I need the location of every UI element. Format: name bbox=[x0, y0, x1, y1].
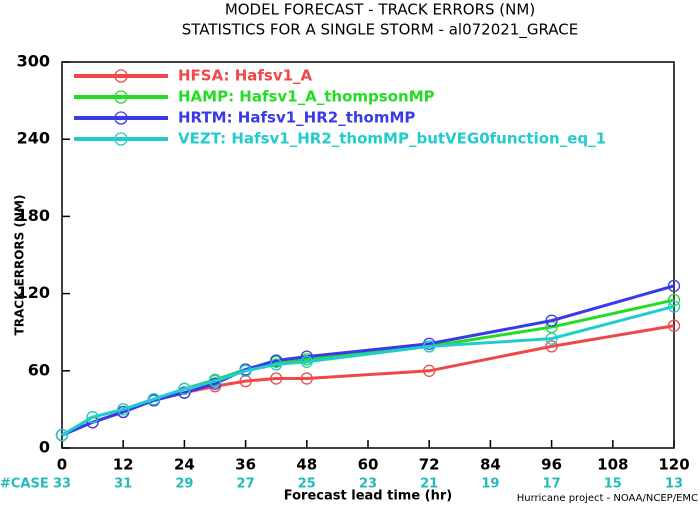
case-count: 29 bbox=[175, 477, 193, 492]
data-point bbox=[270, 358, 283, 371]
data-point bbox=[178, 386, 191, 399]
case-count: 21 bbox=[420, 477, 438, 492]
x-axis-label: Forecast lead time (hr) bbox=[284, 489, 452, 504]
data-point bbox=[545, 340, 558, 353]
data-point bbox=[208, 374, 222, 388]
footer: Hurricane project - NOAA/NCEP/EMC bbox=[517, 493, 698, 504]
data-point bbox=[545, 314, 558, 327]
x-tick-label: 0 bbox=[57, 456, 67, 474]
legend-marker bbox=[114, 90, 128, 104]
chart-subtitle: STATISTICS FOR A SINGLE STORM - al072021… bbox=[182, 21, 578, 40]
data-point bbox=[86, 410, 99, 424]
case-count: 13 bbox=[665, 477, 683, 492]
x-tick-label: 36 bbox=[235, 456, 256, 474]
case-count: 27 bbox=[237, 477, 255, 492]
series-line bbox=[61, 305, 675, 437]
y-tick-label: 180 bbox=[17, 206, 50, 225]
data-point bbox=[117, 403, 130, 416]
legend-marker bbox=[114, 111, 128, 125]
y-tick-label: 120 bbox=[17, 283, 50, 302]
data-point bbox=[55, 428, 69, 442]
data-point bbox=[667, 293, 681, 307]
y-tick-label: 300 bbox=[17, 52, 50, 71]
data-point bbox=[178, 382, 191, 395]
y-tick-label: 0 bbox=[39, 438, 50, 457]
legend-label: HAMP: Hafsv1_A_thompsonMP bbox=[178, 88, 435, 106]
x-tick-label: 96 bbox=[541, 456, 562, 474]
case-count: 17 bbox=[543, 477, 561, 492]
case-count: 15 bbox=[604, 477, 622, 492]
data-point bbox=[270, 372, 283, 385]
data-point bbox=[423, 340, 436, 353]
x-tick-label: 60 bbox=[358, 456, 379, 474]
series-line bbox=[61, 284, 675, 437]
x-tick-label: 108 bbox=[597, 456, 628, 474]
legend-marker bbox=[114, 132, 128, 146]
data-point bbox=[147, 392, 160, 406]
case-label: #CASE bbox=[0, 477, 49, 492]
x-tick-label: 48 bbox=[296, 456, 317, 474]
series-line bbox=[61, 324, 675, 437]
x-tick-label: 12 bbox=[113, 456, 134, 474]
case-count: 25 bbox=[298, 477, 316, 492]
series-line bbox=[61, 298, 675, 437]
case-count: 19 bbox=[481, 477, 499, 492]
data-point bbox=[667, 300, 681, 313]
data-point bbox=[423, 364, 436, 377]
y-tick-label: 60 bbox=[28, 360, 50, 379]
legend-label: VEZT: Hafsv1_HR2_thomMP_butVEG0function_… bbox=[178, 130, 606, 148]
data-point bbox=[300, 355, 313, 368]
x-tick-label: 24 bbox=[174, 456, 195, 474]
case-count: 23 bbox=[359, 477, 377, 492]
legend-marker bbox=[114, 69, 128, 83]
x-tick-label: 120 bbox=[658, 456, 689, 474]
data-point bbox=[667, 279, 681, 293]
x-tick-label: 72 bbox=[419, 456, 440, 474]
y-axis-label: TRACK ERRORS (NM) bbox=[13, 195, 27, 336]
legend-label: HRTM: Hafsv1_HR2_thomMP bbox=[178, 109, 415, 127]
legend-label: HFSA: Hafsv1_A bbox=[178, 67, 313, 85]
y-tick-label: 240 bbox=[17, 129, 50, 148]
case-count: 31 bbox=[114, 477, 132, 492]
data-point bbox=[300, 372, 313, 385]
case-count: 33 bbox=[53, 477, 71, 492]
data-point bbox=[270, 354, 283, 367]
chart-title: MODEL FORECAST - TRACK ERRORS (NM) bbox=[225, 1, 535, 19]
x-tick-label: 84 bbox=[480, 456, 501, 474]
data-point bbox=[545, 332, 558, 345]
data-point bbox=[239, 364, 252, 377]
data-point bbox=[667, 319, 681, 332]
